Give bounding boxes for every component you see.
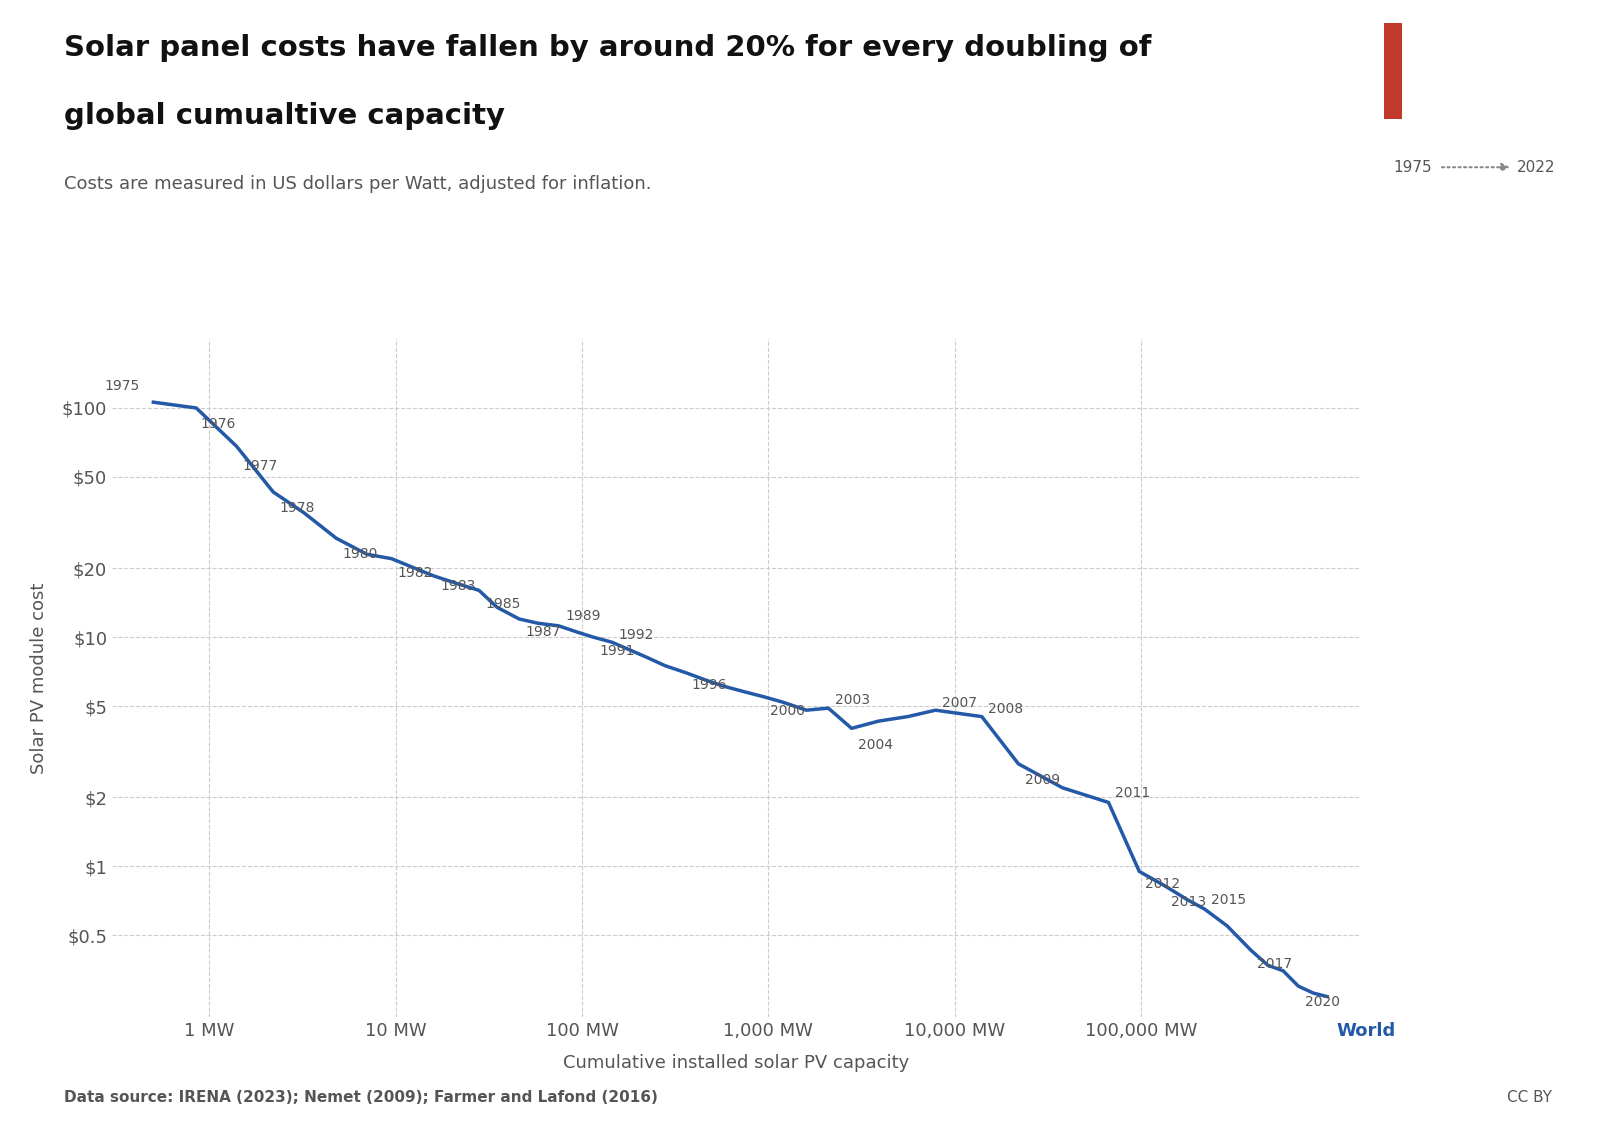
Text: Our World: Our World: [1446, 52, 1531, 67]
Text: 2000: 2000: [770, 704, 805, 718]
Text: 2022: 2022: [1517, 159, 1555, 175]
Text: 2017: 2017: [1258, 957, 1293, 971]
Text: 1985: 1985: [485, 598, 520, 611]
Text: Costs are measured in US dollars per Watt, adjusted for inflation.: Costs are measured in US dollars per Wat…: [64, 175, 651, 193]
Text: 2013: 2013: [1171, 895, 1206, 910]
Text: CC BY: CC BY: [1507, 1090, 1552, 1105]
Text: 1978: 1978: [280, 501, 315, 515]
Text: 2015: 2015: [1211, 893, 1246, 906]
Y-axis label: Solar PV module cost: Solar PV module cost: [30, 582, 48, 774]
Text: 1975: 1975: [106, 379, 141, 393]
Text: Data source: IRENA (2023); Nemet (2009); Farmer and Lafond (2016): Data source: IRENA (2023); Nemet (2009);…: [64, 1090, 658, 1105]
Text: 2003: 2003: [835, 694, 869, 707]
Bar: [1384, 23, 1402, 119]
Text: 2011: 2011: [1115, 786, 1150, 800]
Text: 1991: 1991: [600, 644, 635, 658]
Text: 1989: 1989: [565, 609, 600, 624]
Text: 2012: 2012: [1146, 877, 1181, 892]
Text: 1992: 1992: [618, 627, 654, 642]
Text: global cumualtive capacity: global cumualtive capacity: [64, 102, 506, 130]
Text: 2020: 2020: [1304, 996, 1339, 1009]
Text: 1977: 1977: [243, 459, 278, 473]
Text: 1980: 1980: [342, 547, 378, 562]
Text: 2008: 2008: [989, 702, 1022, 716]
Text: 2009: 2009: [1024, 773, 1059, 786]
Text: 2004: 2004: [858, 738, 893, 751]
Text: 1987: 1987: [525, 625, 560, 638]
Text: Solar panel costs have fallen by around 20% for every doubling of: Solar panel costs have fallen by around …: [64, 34, 1152, 62]
Text: 2007: 2007: [942, 696, 976, 710]
X-axis label: Cumulative installed solar PV capacity: Cumulative installed solar PV capacity: [563, 1054, 909, 1071]
Text: 1996: 1996: [691, 678, 728, 693]
Text: 1975: 1975: [1394, 159, 1432, 175]
Text: World: World: [1336, 1022, 1395, 1040]
Text: in Data: in Data: [1459, 85, 1518, 99]
Text: 1983: 1983: [440, 580, 475, 593]
Text: 1982: 1982: [398, 565, 434, 580]
Text: 1976: 1976: [200, 417, 235, 432]
